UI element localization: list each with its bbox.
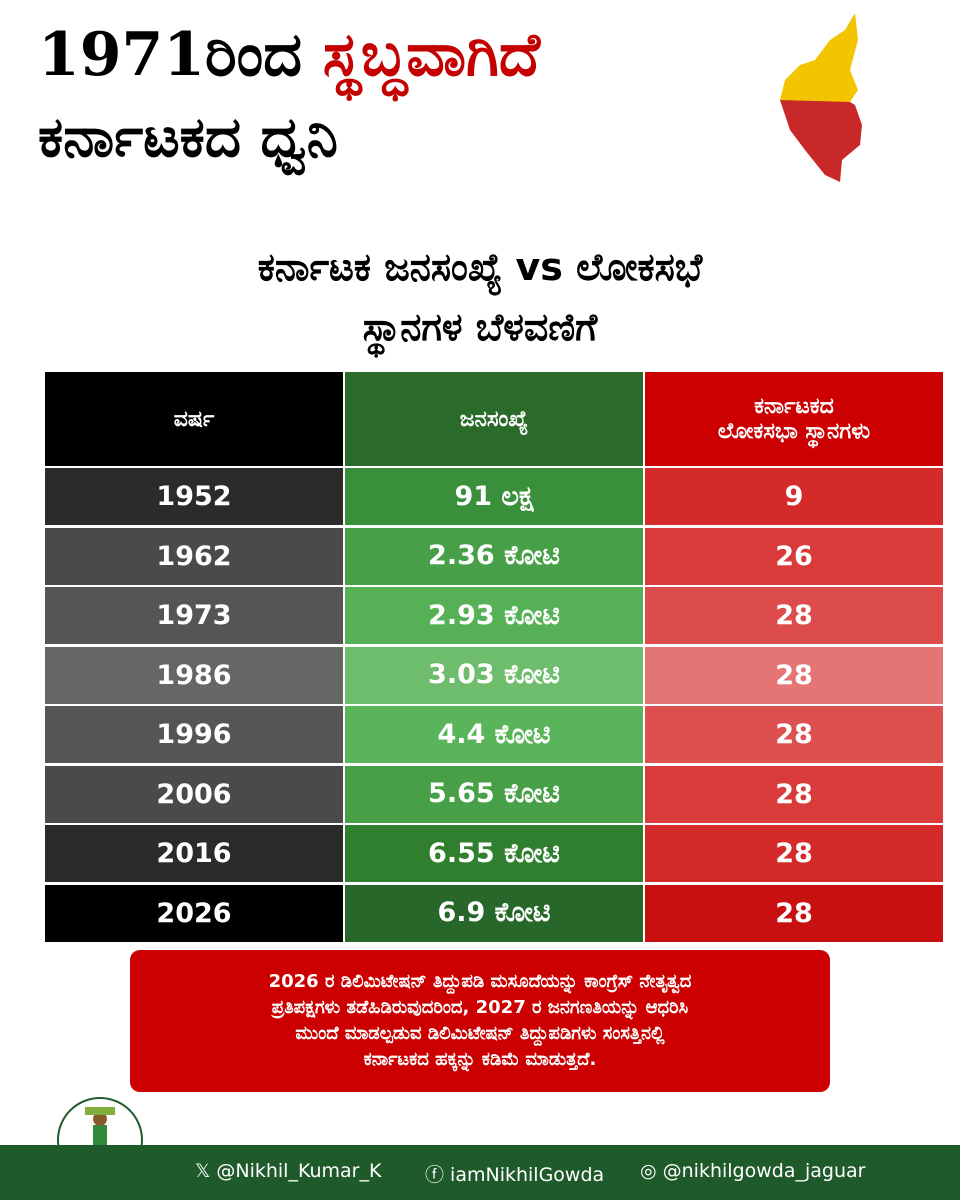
note-line: 2026 ರ ಡಿಲಿಮಿಟೇಷನ್ ತಿದ್ದುಪಡಿ ಮಸೂದೆಯನ್ನು …: [268, 971, 692, 992]
title-part: ಸ್ಥಬ್ಧವಾಗಿದೆ: [322, 20, 540, 90]
header-text: ಲೋಕಸಭಾ ಸ್ಥಾನಗಳು: [717, 419, 871, 444]
table-cell: 2006: [45, 765, 343, 823]
header-text: ಕರ್ನಾಟಕದ: [754, 394, 834, 419]
table-cell: 28: [645, 646, 943, 704]
table-cell: 3.03 ಕೋಟಿ: [345, 646, 643, 704]
title-part: 1971ರಿಂದ: [38, 20, 303, 90]
table-cell: 2.36 ಕೋಟಿ: [345, 527, 643, 585]
header-text: ವರ್ಷ: [173, 406, 215, 432]
note-line: ಕರ್ನಾಟಕದ ಹಕ್ಕನ್ನು ಕಡಿಮೆ ಮಾಡುತ್ತದೆ.: [363, 1049, 597, 1070]
table-cell: 2026: [45, 884, 343, 942]
title-line1: 1971ರಿಂದ ಸ್ಥಬ್ಧವಾಗಿದೆ: [38, 20, 540, 90]
title-line2: ಕರ್ನಾಟಕದ ಧ್ವನಿ: [38, 105, 338, 170]
table-cell: 28: [645, 765, 943, 823]
table-cell: 2.93 ಕೋಟಿ: [345, 587, 643, 644]
table-cell: 28: [645, 706, 943, 763]
table-cell: 1973: [45, 587, 343, 644]
table-cell: 28: [645, 825, 943, 882]
table-cell: 28: [645, 587, 943, 644]
table-cell: 1996: [45, 706, 343, 763]
note-line: ಪ್ರತಿಪಕ್ಷಗಳು ತಡೆಹಿಡಿರುವುದರಿಂದ, 2027 ರ ಜನ…: [271, 997, 689, 1018]
header-cell: ಜನಸಂಖ್ಯೆ: [345, 372, 643, 466]
header-text: ಜನಸಂಖ್ಯೆ: [459, 406, 529, 432]
note-box: 2026 ರ ಡಿಲಿಮಿಟೇಷನ್ ತಿದ್ದುಪಡಿ ಮಸೂದೆಯನ್ನು …: [130, 950, 830, 1092]
note-line: ಮುಂದೆ ಮಾಡಲ್ಪಡುವ ಡಿಲಿಮಿಟೇಷನ್ ತಿದ್ದುಪಡಿಗಳು…: [295, 1023, 665, 1044]
table-cell: 2016: [45, 825, 343, 882]
handle: @nikhilgowda_jaguar: [662, 1160, 866, 1182]
karnataka-map: [780, 13, 862, 182]
table-cell: 91 ಲಕ್ಷ: [345, 468, 643, 525]
header-cell: ಕರ್ನಾಟಕದ ಲೋಕಸಭಾ ಸ್ಥಾನಗಳು: [645, 372, 943, 466]
table-cell: 6.9 ಕೋಟಿ: [345, 884, 643, 942]
handle: iamNikhilGowda: [450, 1164, 605, 1186]
subtitle: ಸ್ಥಾನಗಳ ಬೆಳವಣಿಗೆ: [362, 305, 598, 349]
subtitle: ಕರ್ನಾಟಕ ಜನಸಂಖ್ಯೆ vs ಲೋಕಸಭೆ: [257, 245, 703, 289]
twitter-handle: 𝕏 @Nikhil_Kumar_K: [195, 1160, 382, 1182]
table-cell: 6.55 ಕೋಟಿ: [345, 825, 643, 882]
footer-bar: [0, 1145, 960, 1200]
table-cell: 4.4 ಕೋಟಿ: [345, 706, 643, 763]
table-cell: 28: [645, 884, 943, 942]
table-cell: 1962: [45, 527, 343, 585]
handle: @Nikhil_Kumar_K: [216, 1160, 382, 1182]
table-cell: 9: [645, 468, 943, 525]
table-cell: 1986: [45, 646, 343, 704]
table-cell: 5.65 ಕೋಟಿ: [345, 765, 643, 823]
header-cell: ವರ್ಷ: [45, 372, 343, 466]
facebook-handle: ⓕ iamNikhilGowda: [425, 1164, 605, 1186]
instagram-handle: ◎ @nikhilgowda_jaguar: [640, 1160, 866, 1182]
table-cell: 1952: [45, 468, 343, 525]
table-cell: 26: [645, 527, 943, 585]
